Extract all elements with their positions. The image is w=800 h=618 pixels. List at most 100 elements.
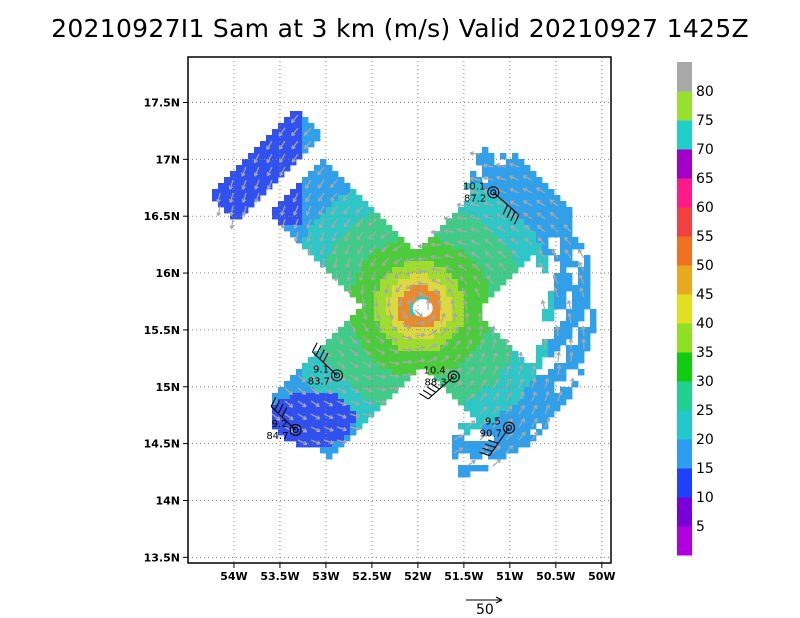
- swath-cell: [530, 183, 537, 190]
- swath-cell: [482, 465, 489, 472]
- swath-cell: [344, 255, 351, 262]
- swath-cell: [536, 381, 543, 388]
- swath-cell: [290, 189, 297, 196]
- swath-cell: [416, 351, 423, 358]
- swath-cell: [500, 345, 507, 352]
- swath-cell: [476, 213, 483, 220]
- wind-vector-arrow: [401, 359, 413, 365]
- swath-cell: [368, 291, 375, 298]
- swath-cell: [518, 423, 525, 430]
- y-tick-label: 13.5N: [144, 551, 180, 564]
- wind-vector-arrow: [523, 225, 533, 233]
- swath-cell: [314, 357, 321, 364]
- wind-vector-arrow: [386, 296, 392, 308]
- swath-cell: [374, 375, 381, 382]
- swath-cell: [302, 393, 309, 400]
- swath-cell: [554, 297, 561, 304]
- colorbar-label: 20: [696, 432, 714, 448]
- swath-cell: [356, 309, 363, 316]
- wind-vector-arrow: [241, 192, 247, 204]
- swath-cell: [458, 267, 465, 274]
- wind-vector-arrow: [518, 351, 523, 363]
- swath-cell: [398, 351, 405, 358]
- swath-cell: [488, 201, 495, 208]
- swath-cell: [458, 219, 465, 226]
- swath-cell: [296, 405, 303, 412]
- swath-cell: [470, 369, 477, 376]
- wind-vector-arrow: [479, 406, 488, 415]
- wind-vector-arrow: [331, 231, 338, 242]
- swath-cell: [410, 357, 417, 364]
- swath-cell: [536, 393, 543, 400]
- swath-cell: [296, 195, 303, 202]
- swath-cell: [428, 327, 435, 334]
- swath-cell: [554, 405, 561, 412]
- swath-cell: [446, 339, 453, 346]
- swath-cell: [536, 375, 543, 382]
- swath-cell: [344, 363, 351, 370]
- wind-vector-arrow: [310, 361, 319, 370]
- swath-cell: [518, 213, 525, 220]
- swath-cell: [476, 249, 483, 256]
- swath-cell: [302, 387, 309, 394]
- swath-cell: [410, 291, 417, 298]
- y-tick-label: 14.5N: [144, 438, 180, 451]
- swath-cell: [578, 243, 585, 250]
- swath-cell: [326, 381, 333, 388]
- colorbar-segment: [677, 410, 692, 440]
- swath-cell: [308, 429, 315, 436]
- wind-vector-arrow: [362, 348, 372, 356]
- swath-cell: [254, 165, 261, 172]
- swath-cell: [404, 243, 411, 250]
- colorbar-segment: [677, 236, 692, 266]
- swath-cell: [296, 387, 303, 394]
- swath-cell: [350, 417, 357, 424]
- swath-cell: [284, 117, 291, 124]
- wind-vector-arrow: [578, 261, 585, 272]
- swath-cell: [458, 279, 465, 286]
- swath-cell: [278, 207, 285, 214]
- swath-cell: [338, 195, 345, 202]
- swath-cell: [518, 429, 525, 436]
- wind-vector-arrow: [492, 338, 497, 350]
- swath-cell: [500, 447, 507, 454]
- wind-vector-arrow: [466, 366, 474, 376]
- swath-cell: [296, 231, 303, 238]
- swath-cell: [326, 435, 333, 442]
- swath-cell: [386, 321, 393, 328]
- swath-cell: [356, 237, 363, 244]
- swath-cell: [260, 165, 267, 172]
- wind-vector-arrow: [492, 365, 499, 376]
- wind-vector-arrow: [509, 162, 520, 168]
- swath-cell: [350, 375, 357, 382]
- wind-vector-arrow: [470, 239, 481, 246]
- wind-barb-feather: [506, 207, 512, 218]
- swath-cell: [530, 387, 537, 394]
- swath-cell: [350, 285, 357, 292]
- swath-cell: [284, 213, 291, 220]
- wind-vector-arrow: [253, 153, 260, 164]
- swath-cell: [320, 381, 327, 388]
- swath-cell: [314, 429, 321, 436]
- dropsonde-observations: 10.187.29.183.710.488.39.284.79.590.7: [266, 181, 520, 457]
- swath-cell: [338, 243, 345, 250]
- swath-cell: [488, 381, 495, 388]
- wind-vector-arrow: [305, 205, 312, 216]
- swath-cell: [452, 339, 459, 346]
- swath-cell: [326, 171, 333, 178]
- swath-cell: [392, 249, 399, 256]
- swath-cell: [230, 201, 237, 208]
- wind-vector-arrow: [349, 335, 357, 345]
- swath-cell: [452, 447, 459, 454]
- swath-cell: [434, 285, 441, 292]
- swath-cell: [290, 231, 297, 238]
- swath-cell: [452, 261, 459, 268]
- swath-cell: [512, 411, 519, 418]
- swath-cell: [494, 165, 501, 172]
- swath-cell: [518, 441, 525, 448]
- swath-cell: [560, 393, 567, 400]
- swath-cell: [446, 345, 453, 352]
- swath-cell: [434, 303, 441, 310]
- wind-vector-arrow: [401, 322, 412, 329]
- swath-cell: [446, 369, 453, 376]
